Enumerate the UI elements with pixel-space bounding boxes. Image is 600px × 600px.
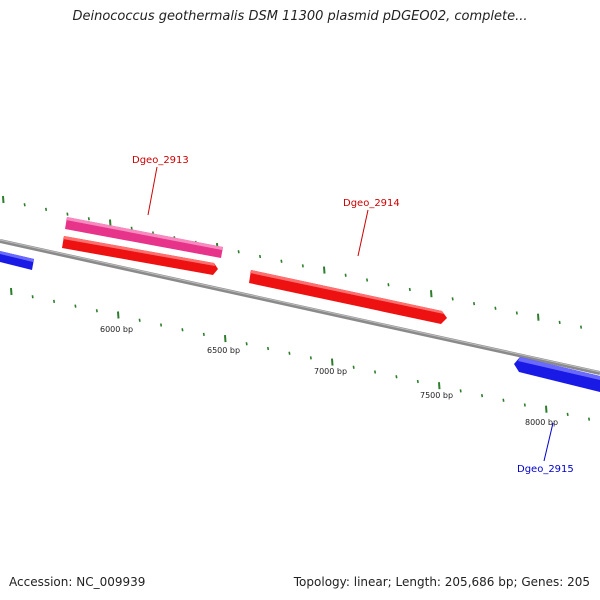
- tick-minor: [395, 375, 398, 379]
- gene-arrow-dgeo-2914-shade: [250, 270, 444, 314]
- tick-minor: [502, 398, 505, 402]
- label-leader-dgeo-2914: [357, 209, 369, 257]
- tick-minor: [515, 311, 518, 315]
- gene-arrow-dgeo-2913-shade: [63, 236, 215, 266]
- tick-minor: [237, 250, 240, 254]
- tick-minor: [374, 370, 377, 374]
- tick-minor: [245, 342, 248, 346]
- tick-minor: [74, 304, 77, 308]
- tick-major: [224, 335, 227, 343]
- backbone-line: [0, 239, 600, 375]
- tick-major: [10, 287, 13, 296]
- gene-arrow-dgeo-2914[interactable]: [249, 270, 447, 324]
- tick-minor: [344, 273, 347, 277]
- tick-minor: [138, 318, 141, 322]
- tick-minor: [280, 259, 283, 263]
- tick-minor: [366, 278, 369, 282]
- label-leader-dgeo-2913: [147, 166, 158, 216]
- tick-major: [2, 195, 5, 204]
- gene-arrow-left-fragment-shade: [0, 251, 34, 262]
- tick-minor: [31, 295, 34, 299]
- tick-minor: [408, 287, 411, 292]
- tick-minor: [45, 207, 48, 212]
- tick-minor: [523, 403, 526, 407]
- tick-major: [537, 313, 540, 321]
- tick-major: [109, 219, 112, 227]
- gene-label-dgeo-2915[interactable]: Dgeo_2915: [517, 464, 574, 475]
- tick-minor: [451, 297, 454, 301]
- map-title: Deinococcus geothermalis DSM 11300 plasm…: [72, 9, 528, 24]
- tick-major: [545, 405, 548, 413]
- tick-minor: [580, 325, 583, 329]
- tick-minor: [23, 203, 26, 207]
- tick-minor: [130, 226, 133, 230]
- tick-minor: [309, 356, 312, 360]
- tick-minor: [566, 412, 569, 417]
- tick-minor: [459, 389, 462, 393]
- tick-minor: [66, 212, 69, 216]
- tick-minor: [181, 328, 184, 332]
- tick-minor: [588, 417, 591, 421]
- tick-minor: [53, 299, 56, 304]
- tick-minor: [494, 306, 497, 310]
- ruler-label: 6000 bp: [100, 325, 133, 334]
- gene-label-dgeo-2913[interactable]: Dgeo_2913: [132, 155, 189, 166]
- tick-minor: [202, 332, 205, 337]
- tick-major: [331, 358, 334, 366]
- tick-minor: [95, 309, 98, 313]
- ruler-label: 7500 bp: [420, 391, 453, 400]
- tick-major: [323, 266, 326, 274]
- gene-arrow-dgeo-2915-shade: [518, 357, 600, 380]
- backbone-highlight: [0, 239, 600, 373]
- label-leader-dgeo-2915: [543, 422, 554, 462]
- tick-minor: [288, 351, 291, 355]
- tick-minor: [352, 365, 355, 369]
- tick-minor: [558, 320, 561, 325]
- gene-label-dgeo-2914[interactable]: Dgeo_2914: [343, 198, 400, 209]
- tick-minor: [387, 283, 390, 287]
- tick-minor: [473, 301, 476, 306]
- genome-summary-label: Topology: linear; Length: 205,686 bp; Ge…: [293, 575, 590, 589]
- tick-minor: [87, 217, 90, 221]
- tick-minor: [301, 264, 304, 268]
- tick-minor: [267, 346, 270, 351]
- accession-label: Accession: NC_009939: [9, 575, 146, 589]
- tick-major: [438, 382, 441, 390]
- gene-arrow-dgeo-2915[interactable]: [514, 357, 600, 392]
- tick-minor: [259, 254, 262, 259]
- tick-minor: [416, 379, 419, 384]
- gene-arrow-dgeo-2913-highlight-shade: [66, 217, 223, 250]
- ruler-label: 7000 bp: [314, 367, 347, 376]
- ruler-label: 8000 bp: [525, 418, 558, 427]
- tick-minor: [481, 393, 484, 398]
- tick-major: [117, 311, 120, 319]
- tick-minor: [160, 323, 163, 327]
- tick-row-lower: [10, 287, 591, 421]
- ruler-label: 6500 bp: [207, 346, 240, 355]
- tick-major: [430, 290, 433, 298]
